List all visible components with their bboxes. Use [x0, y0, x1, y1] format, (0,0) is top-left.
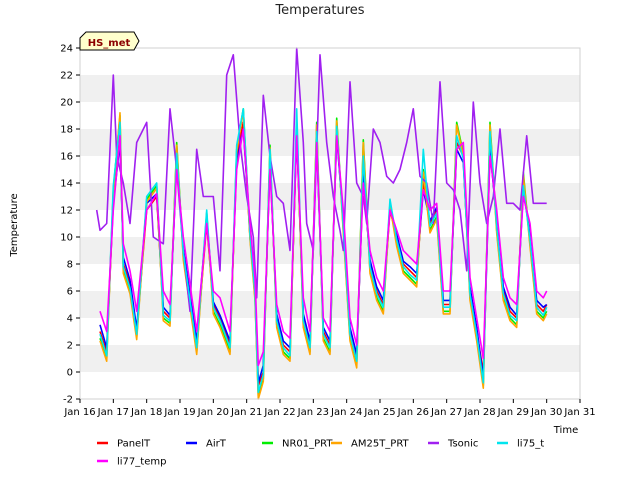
- x-tick-label: Jan 29: [497, 407, 529, 418]
- y-tick-label: -2: [63, 395, 73, 406]
- site-badge: HS_met: [79, 31, 140, 51]
- x-tick-label: Jan 23: [297, 407, 329, 418]
- legend-label: li77_temp: [117, 457, 166, 468]
- x-tick-label: Jan 26: [397, 407, 429, 418]
- y-tick-label: 22: [60, 71, 73, 82]
- series-line-li77-temp: [99, 128, 548, 367]
- grid-band: [80, 210, 580, 237]
- y-tick-label: 20: [60, 98, 73, 109]
- x-tick-label: Jan 18: [130, 407, 162, 418]
- x-tick-label: Jan 21: [230, 407, 262, 418]
- chart-title: Temperatures: [274, 3, 364, 18]
- x-tick-label: Jan 25: [363, 407, 395, 418]
- y-tick-label: 0: [67, 368, 73, 379]
- y-tick-label: 12: [60, 206, 73, 217]
- series-line-am25t-prt: [99, 110, 548, 400]
- series-line-li75-t: [99, 108, 548, 394]
- legend-label: PanelT: [117, 439, 151, 450]
- x-tick-label: Jan 30: [530, 407, 562, 418]
- y-tick-label: 24: [60, 44, 73, 55]
- x-tick-label: Jan 20: [197, 407, 229, 418]
- series-line-tsonic: [95, 47, 547, 313]
- grid-band: [80, 48, 580, 75]
- site-badge-label: HS_met: [88, 38, 131, 49]
- y-tick-label: 8: [67, 260, 73, 271]
- y-tick-label: 4: [67, 314, 73, 325]
- y-tick-label: 18: [60, 125, 73, 136]
- grid-band: [80, 264, 580, 291]
- y-tick-label: 14: [60, 179, 73, 190]
- legend-label: li75_t: [517, 439, 544, 450]
- legend-label: AM25T_PRT: [351, 439, 410, 450]
- series-layer: [95, 47, 548, 400]
- y-axis-title: Temperature: [9, 193, 20, 257]
- x-tick-label: Jan 24: [330, 407, 362, 418]
- x-axis: Jan 16 Jan 17 Jan 18 Jan 19 Jan 20 Jan 21 Jan …: [63, 399, 596, 418]
- grid-bands: [80, 48, 580, 399]
- legend: PanelT AirT NR01_PRT AM25T_PRT Tsonic li75_tl…: [97, 439, 544, 468]
- x-tick-label: Jan 19: [163, 407, 195, 418]
- y-tick-label: 10: [60, 233, 73, 244]
- x-tick-label: Jan 22: [263, 407, 295, 418]
- x-tick-label: Jan 27: [430, 407, 462, 418]
- grid-band: [80, 102, 580, 129]
- legend-label: AirT: [206, 439, 227, 450]
- grid-band: [80, 129, 580, 156]
- x-tick-label: Jan 28: [463, 407, 495, 418]
- x-axis-title: Time: [553, 425, 578, 436]
- x-tick-label: Jan 16: [63, 407, 95, 418]
- x-tick-label: Jan 31: [563, 407, 595, 418]
- legend-label: NR01_PRT: [282, 439, 333, 450]
- grid-band: [80, 237, 580, 264]
- y-tick-label: 6: [67, 287, 73, 298]
- legend-label: Tsonic: [447, 439, 478, 450]
- y-tick-label: 16: [60, 152, 73, 163]
- grid-band: [80, 372, 580, 399]
- plot-frame: [79, 47, 581, 400]
- grid-band: [80, 75, 580, 102]
- x-tick-label: Jan 17: [97, 407, 129, 418]
- y-tick-label: 2: [67, 341, 73, 352]
